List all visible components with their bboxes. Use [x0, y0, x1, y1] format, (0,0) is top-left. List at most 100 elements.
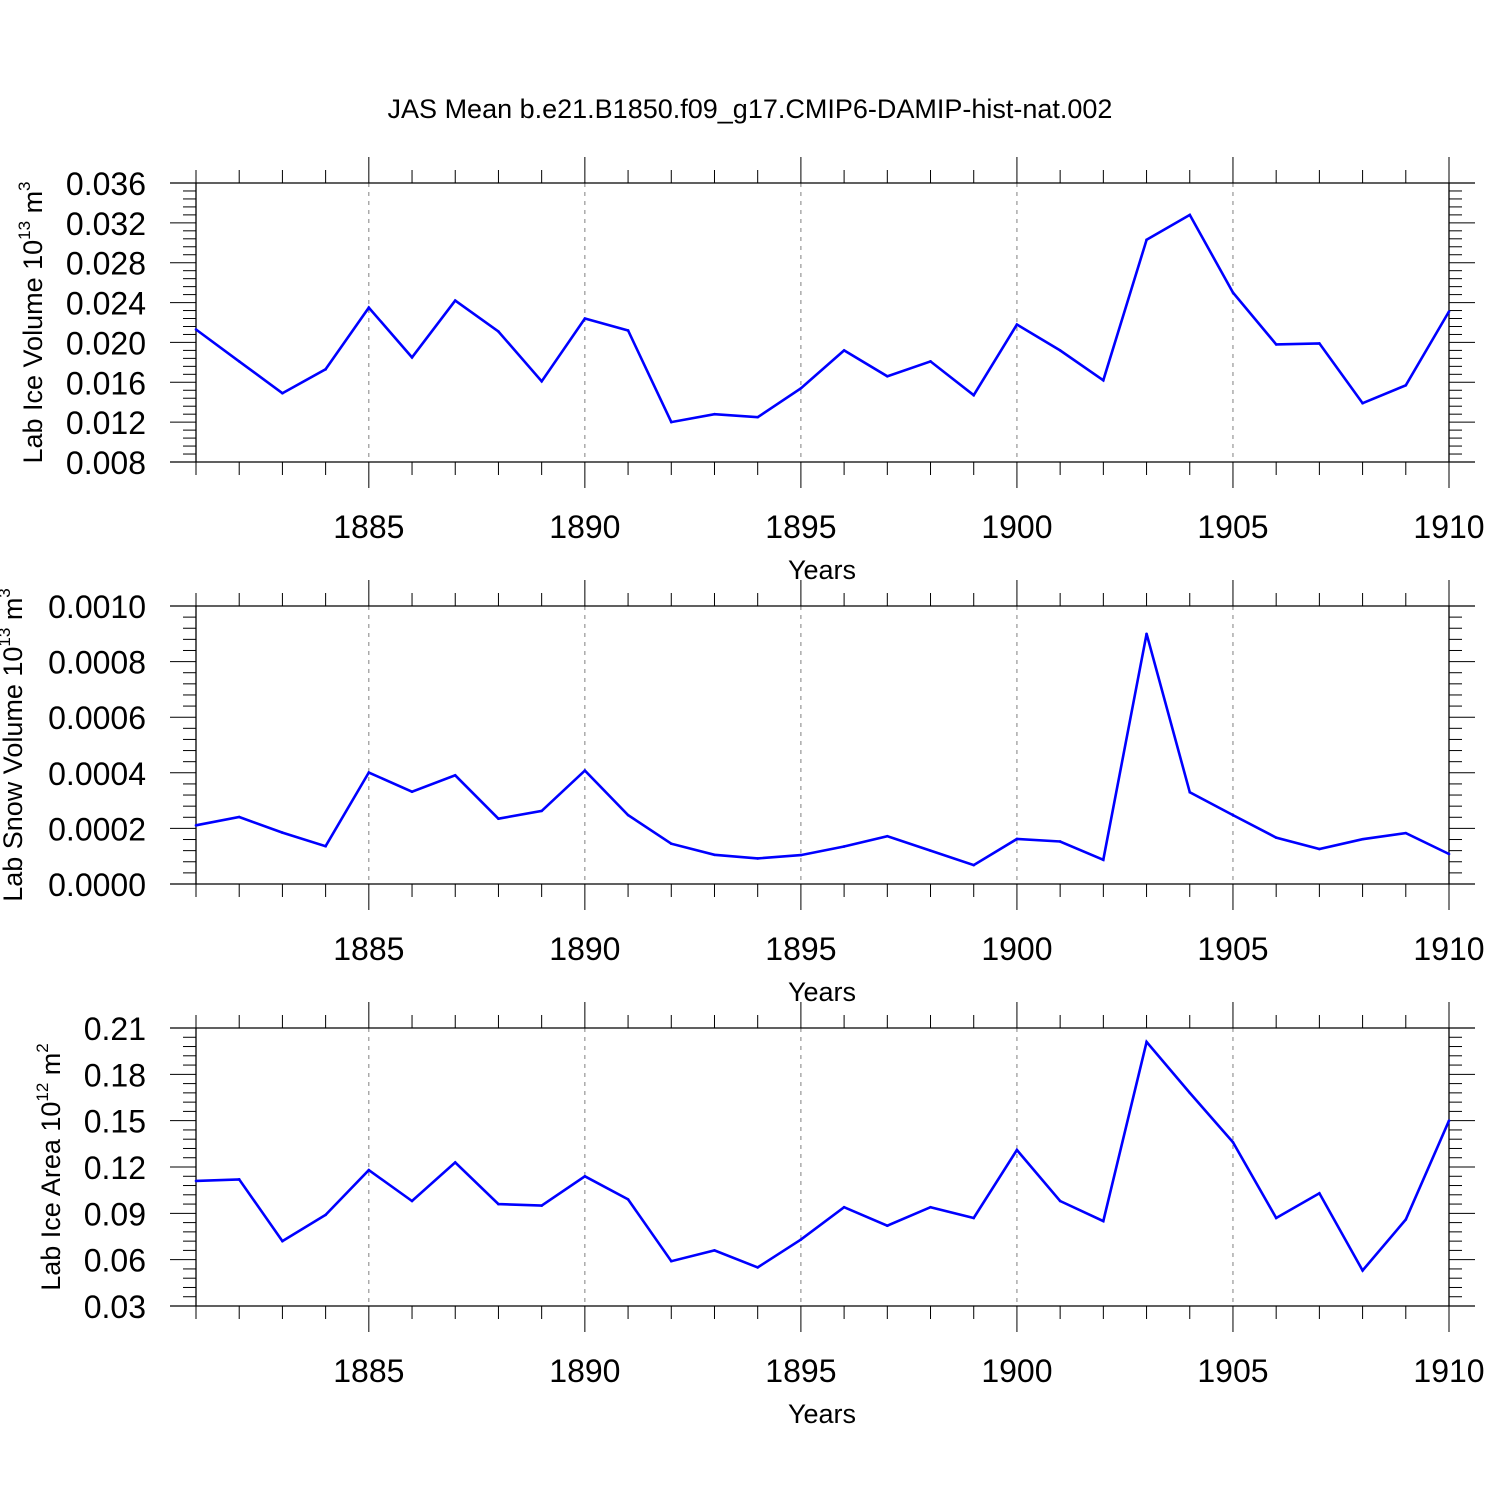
y-tick-label: 0.0004	[48, 756, 146, 792]
x-axis-title: Years	[788, 977, 856, 1007]
data-point	[1102, 378, 1105, 382]
data-point	[497, 330, 500, 333]
data-point	[1404, 1218, 1408, 1221]
data-point	[281, 831, 284, 834]
data-point	[237, 360, 241, 363]
y-tick-label: 0.12	[84, 1150, 146, 1186]
y-axis-title-base: Lab Ice Volume 10	[18, 240, 48, 464]
data-point	[1318, 1191, 1321, 1195]
data-point	[1318, 847, 1321, 851]
data-point	[281, 391, 284, 395]
x-tick-label: 1895	[765, 931, 836, 967]
data-point	[367, 771, 371, 774]
y-tick-label: 0.032	[66, 206, 146, 242]
y-tick-label: 0.008	[66, 445, 146, 481]
data-point	[237, 815, 241, 819]
data-point	[1188, 213, 1192, 217]
data-point	[842, 1205, 846, 1209]
y-tick-label: 0.0006	[48, 700, 146, 736]
data-point	[194, 328, 198, 331]
data-point	[1231, 813, 1235, 817]
data-point	[756, 1266, 759, 1269]
data-point	[1361, 401, 1364, 405]
y-axis-title: Lab Snow Volume 1013 m3	[0, 588, 28, 902]
data-point	[626, 1198, 630, 1201]
y-tick-label: 0.0008	[48, 645, 146, 681]
x-tick-label: 1905	[1197, 931, 1268, 967]
data-point	[1015, 1148, 1019, 1152]
data-point	[669, 842, 673, 845]
data-point	[972, 863, 976, 867]
data-point	[1231, 1140, 1235, 1144]
y-tick-label: 0.012	[66, 405, 146, 441]
y-tick-label: 0.06	[84, 1243, 146, 1279]
y-axis-title-unit-exponent: 2	[33, 1043, 52, 1052]
y-tick-label: 0.21	[84, 1011, 146, 1047]
y-axis-title-unit-exponent: 3	[15, 181, 34, 190]
data-point	[1015, 323, 1019, 326]
x-tick-label: 1895	[765, 509, 836, 545]
x-tick-label: 1895	[765, 1353, 836, 1389]
y-tick-label: 0.036	[66, 166, 146, 202]
data-point	[1274, 836, 1278, 839]
data-point	[453, 1161, 457, 1164]
x-axis-title: Years	[788, 1399, 856, 1429]
data-point	[842, 845, 846, 848]
y-tick-label: 0.03	[84, 1289, 146, 1325]
y-axis-title-base: Lab Snow Volume 10	[0, 647, 28, 902]
data-point	[799, 386, 803, 390]
data-point	[799, 1238, 803, 1241]
data-point	[1188, 1091, 1192, 1095]
y-axis-title: Lab Ice Area 1012 m2	[33, 1043, 66, 1291]
data-point	[972, 1216, 976, 1220]
data-point	[929, 360, 932, 363]
data-point	[1404, 831, 1408, 835]
data-point	[1231, 291, 1235, 294]
panel-2: 0.0000 0.0002 0.0004 0.0006 0.0008 0.0010 1885…	[0, 580, 1485, 1007]
data-point	[1145, 632, 1148, 636]
data-point	[1188, 790, 1192, 794]
x-tick-label: 1900	[981, 1353, 1052, 1389]
data-point	[237, 1178, 241, 1181]
y-tick-label: 0.020	[66, 325, 146, 361]
x-tick-label: 1890	[549, 931, 620, 967]
x-tick-label: 1885	[333, 931, 404, 967]
x-tick-label: 1910	[1413, 931, 1484, 967]
data-point	[453, 299, 457, 302]
data-point	[1102, 858, 1105, 862]
y-axis-title-unit: m	[18, 191, 48, 221]
data-point	[540, 809, 543, 813]
y-tick-label: 0.09	[84, 1196, 146, 1232]
x-tick-label: 1910	[1413, 509, 1484, 545]
data-point	[453, 774, 457, 777]
y-axis-title-exponent: 12	[33, 1083, 52, 1102]
data-point	[583, 317, 587, 320]
data-point	[497, 817, 500, 820]
data-point	[1015, 837, 1019, 841]
data-point	[799, 853, 803, 857]
data-point	[713, 412, 716, 416]
y-tick-label: 0.028	[66, 246, 146, 282]
data-point	[1274, 1216, 1278, 1220]
data-point	[1274, 343, 1278, 346]
figure-title: JAS Mean b.e21.B1850.f09_g17.CMIP6-DAMIP…	[388, 94, 1113, 124]
y-axis-title-unit: m	[0, 598, 28, 628]
data-point	[1102, 1219, 1105, 1223]
y-tick-label: 0.0002	[48, 811, 146, 847]
y-axis-title-unit: m	[36, 1053, 66, 1083]
y-tick-label: 0.18	[84, 1057, 146, 1093]
data-point	[1058, 840, 1062, 843]
data-point	[756, 415, 759, 419]
panels: 0.0080.0120.0160.0200.0240.0280.0320.036…	[0, 157, 1485, 1429]
data-point	[1361, 1269, 1364, 1272]
data-point	[1058, 349, 1062, 352]
x-tick-label: 1890	[549, 1353, 620, 1389]
data-point	[367, 1168, 371, 1172]
data-point	[886, 1224, 889, 1227]
series-line	[195, 213, 1451, 424]
x-tick-label: 1885	[333, 509, 404, 545]
series-line	[195, 1039, 1451, 1273]
x-tick-label: 1890	[549, 509, 620, 545]
data-point	[324, 368, 327, 371]
data-point	[583, 769, 587, 772]
